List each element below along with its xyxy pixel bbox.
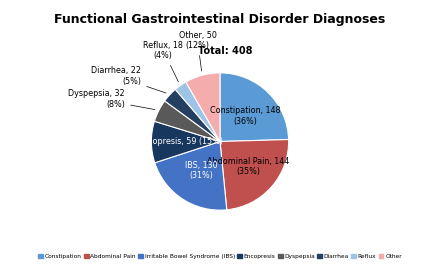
Wedge shape bbox=[186, 73, 220, 142]
Wedge shape bbox=[151, 121, 220, 163]
Text: Constipation, 148
(36%): Constipation, 148 (36%) bbox=[209, 106, 280, 126]
Text: Dyspepsia, 32
(8%): Dyspepsia, 32 (8%) bbox=[69, 89, 155, 110]
Text: IBS, 130
(31%): IBS, 130 (31%) bbox=[185, 161, 217, 180]
Text: Other, 50
(12%): Other, 50 (12%) bbox=[179, 31, 216, 71]
Wedge shape bbox=[220, 140, 289, 210]
Wedge shape bbox=[155, 142, 227, 210]
Wedge shape bbox=[220, 73, 289, 142]
Text: Abdominal Pain, 144
(35%): Abdominal Pain, 144 (35%) bbox=[207, 157, 290, 176]
Text: Encopresis, 59 (15%): Encopresis, 59 (15%) bbox=[138, 137, 223, 146]
Text: Reflux, 18
(4%): Reflux, 18 (4%) bbox=[143, 41, 183, 82]
Legend: Constipation, Abdominal Pain, Irritable Bowel Syndrome (IBS), Encopresis, Dyspep: Constipation, Abdominal Pain, Irritable … bbox=[36, 251, 404, 261]
Title: Functional Gastrointestinal Disorder Diagnoses: Functional Gastrointestinal Disorder Dia… bbox=[55, 13, 385, 26]
Text: Diarrhea, 22
(5%): Diarrhea, 22 (5%) bbox=[91, 67, 166, 93]
Text: Total: 408: Total: 408 bbox=[198, 46, 253, 56]
Wedge shape bbox=[175, 82, 220, 142]
Wedge shape bbox=[154, 101, 220, 142]
Wedge shape bbox=[165, 89, 220, 142]
